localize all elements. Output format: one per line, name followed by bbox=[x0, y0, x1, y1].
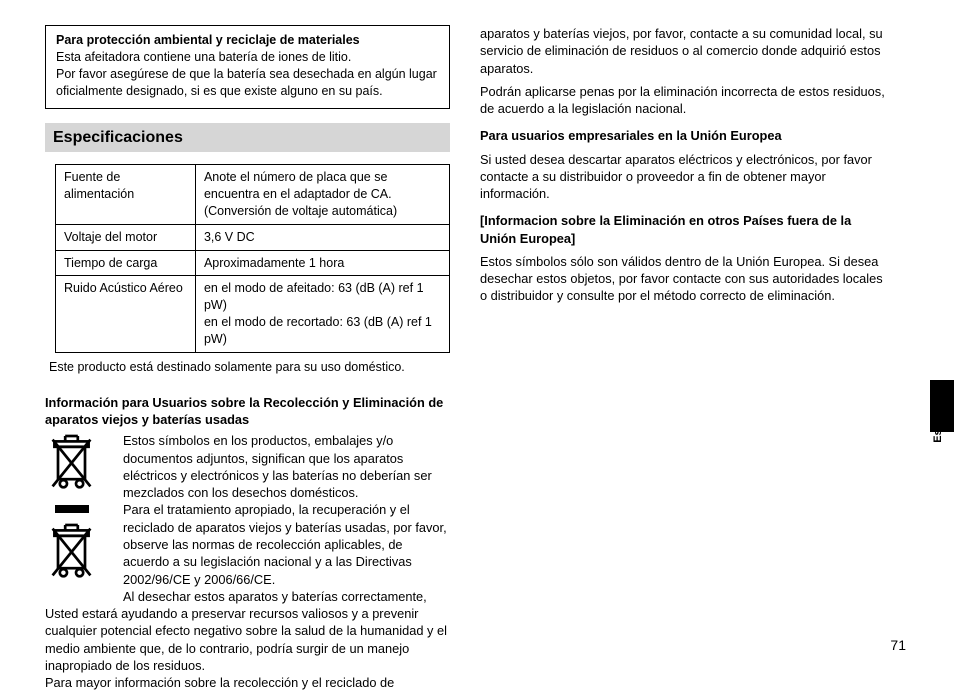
page-number: 71 bbox=[890, 636, 906, 655]
spec-value: en el modo de afeitado: 63 (dB (A) ref 1… bbox=[195, 276, 449, 353]
right-para3: Si usted desea descartar aparatos eléctr… bbox=[480, 151, 885, 203]
wheelie-bin-crossed-icon bbox=[49, 523, 94, 581]
spec-label: Tiempo de carga bbox=[56, 250, 196, 276]
spec-value: Anote el número de placa que se encuentr… bbox=[195, 165, 449, 225]
spec-label: Ruido Acústico Aéreo bbox=[56, 276, 196, 353]
environmental-box: Para protección ambiental y reciclaje de… bbox=[45, 25, 450, 109]
right-heading2: [Informacion sobre la Eliminación en otr… bbox=[480, 212, 885, 247]
specs-header: Especificaciones bbox=[45, 123, 450, 153]
spec-value: 3,6 V DC bbox=[195, 224, 449, 250]
specs-table: Fuente de alimentación Anote el número d… bbox=[55, 164, 450, 353]
language-label: Español bbox=[931, 400, 946, 443]
env-title: Para protección ambiental y reciclaje de… bbox=[56, 32, 439, 49]
recycle-para4: Para mayor información sobre la recolecc… bbox=[45, 674, 450, 691]
table-row: Voltaje del motor 3,6 V DC bbox=[56, 224, 450, 250]
table-footnote: Este producto está destinado solamente p… bbox=[49, 359, 450, 376]
table-row: Ruido Acústico Aéreo en el modo de afeit… bbox=[56, 276, 450, 353]
recycle-para3: Al desechar estos aparatos y baterías co… bbox=[45, 588, 450, 674]
right-para1: aparatos y baterías viejos, por favor, c… bbox=[480, 25, 885, 77]
spec-value: Aproximadamente 1 hora bbox=[195, 250, 449, 276]
info-heading: Información para Usuarios sobre la Recol… bbox=[45, 394, 450, 429]
recycle-block: Estos símbolos en los productos, embalaj… bbox=[45, 432, 450, 674]
page: Para protección ambiental y reciclaje de… bbox=[0, 0, 954, 671]
recycle-icons bbox=[45, 432, 115, 589]
right-column: aparatos y baterías viejos, por favor, c… bbox=[480, 25, 885, 691]
table-row: Tiempo de carga Aproximadamente 1 hora bbox=[56, 250, 450, 276]
wheelie-bin-crossed-icon bbox=[49, 434, 94, 492]
spec-label: Voltaje del motor bbox=[56, 224, 196, 250]
right-para4: Estos símbolos sólo son válidos dentro d… bbox=[480, 253, 885, 305]
env-line2: Por favor asegúrese de que la batería se… bbox=[56, 66, 439, 100]
two-column-layout: Para protección ambiental y reciclaje de… bbox=[0, 0, 954, 691]
left-column: Para protección ambiental y reciclaje de… bbox=[45, 25, 450, 691]
right-para2: Podrán aplicarse penas por la eliminació… bbox=[480, 83, 885, 118]
right-heading1: Para usuarios empresariales en la Unión … bbox=[480, 127, 885, 144]
env-line1: Esta afeitadora contiene una batería de … bbox=[56, 49, 439, 66]
battery-bar-icon bbox=[55, 505, 89, 513]
spec-label: Fuente de alimentación bbox=[56, 165, 196, 225]
table-row: Fuente de alimentación Anote el número d… bbox=[56, 165, 450, 225]
